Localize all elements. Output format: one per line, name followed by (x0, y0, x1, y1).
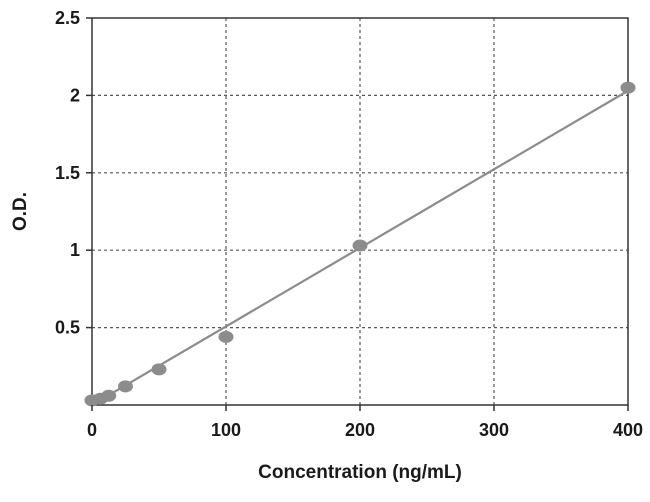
data-point (352, 239, 368, 252)
y-tick-label: 0.5 (55, 318, 80, 338)
data-point (101, 389, 117, 402)
grid-lines (92, 18, 628, 405)
data-point (151, 363, 167, 376)
x-axis-ticks: 0 100 200 300 400 (87, 405, 643, 440)
y-tick-label: 1.5 (55, 163, 80, 183)
data-point (118, 380, 133, 393)
data-point (218, 330, 234, 343)
x-tick-label: 100 (211, 420, 241, 440)
y-tick-label: 2 (70, 85, 80, 105)
y-axis-ticks: 0.5 1 1.5 2 2.5 (55, 8, 92, 338)
x-tick-label: 200 (345, 420, 375, 440)
x-tick-label: 300 (479, 420, 509, 440)
y-tick-label: 1 (70, 240, 80, 260)
x-tick-label: 0 (87, 420, 97, 440)
y-tick-label: 2.5 (55, 8, 80, 28)
x-axis-title: Concentration (ng/mL) (258, 462, 462, 483)
x-tick-label: 400 (613, 420, 643, 440)
data-points (84, 81, 636, 407)
y-axis-title: O.D. (10, 192, 31, 231)
data-point (620, 81, 636, 94)
